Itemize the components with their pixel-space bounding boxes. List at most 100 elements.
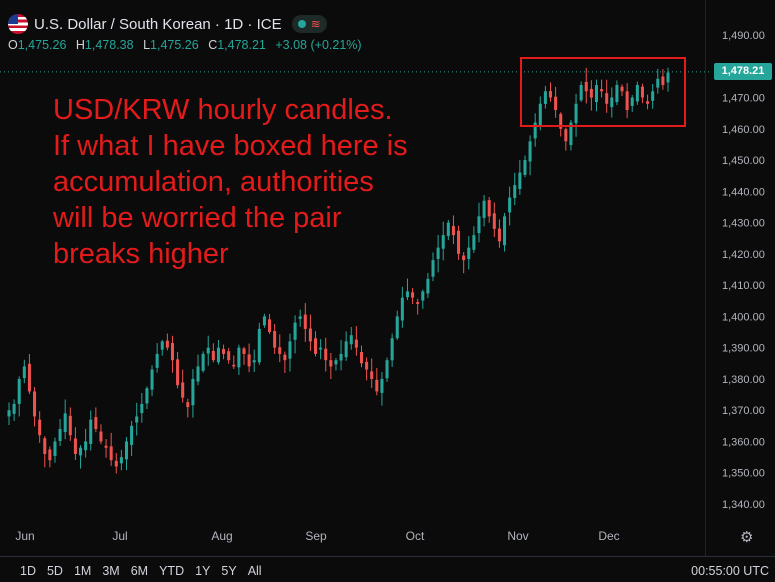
candle-body xyxy=(94,417,98,429)
candle-body xyxy=(319,347,323,350)
candle-body xyxy=(288,341,292,359)
candle-body xyxy=(89,419,93,444)
close-label: C xyxy=(208,38,218,52)
market-open-dot-icon xyxy=(297,20,306,28)
candle-body xyxy=(38,419,42,436)
candle-body xyxy=(58,428,62,441)
candle-body xyxy=(554,96,558,111)
range-5d[interactable]: 5D xyxy=(46,564,63,578)
y-tick-label: 1,390.00 xyxy=(722,343,765,355)
candle-body xyxy=(7,410,11,417)
x-tick-label: Sep xyxy=(305,529,327,543)
candle-body xyxy=(503,216,507,246)
candle-body xyxy=(53,441,57,456)
range-1y[interactable]: 1Y xyxy=(195,564,211,578)
candle-body xyxy=(569,122,573,146)
candle-body xyxy=(262,316,266,326)
us-flag-icon xyxy=(8,14,28,34)
candle-body xyxy=(656,78,660,88)
candle-body xyxy=(497,228,501,242)
candle-body xyxy=(78,447,83,456)
candle-body xyxy=(564,129,568,142)
candle-body xyxy=(155,353,159,368)
candle-body xyxy=(150,369,154,390)
candle-body xyxy=(395,316,399,339)
candle-body xyxy=(303,314,307,329)
candle-body xyxy=(472,235,476,250)
candle-body xyxy=(492,213,496,229)
utc-clock[interactable]: 00:55:00 UTC xyxy=(691,564,769,578)
candle-body xyxy=(114,460,118,467)
candle-body xyxy=(268,319,272,333)
candle-body xyxy=(130,425,134,445)
candle-body xyxy=(191,378,195,406)
candle-body xyxy=(584,81,588,92)
candle-body xyxy=(293,322,297,340)
candle-body xyxy=(196,366,200,382)
candle-body xyxy=(247,354,251,367)
candle-body xyxy=(73,438,77,454)
candle-body xyxy=(405,291,409,298)
candle-body xyxy=(548,91,553,98)
annotation-line: accumulation, authorities xyxy=(53,166,374,198)
y-tick-label: 1,350.00 xyxy=(722,468,765,480)
candle-body xyxy=(339,353,343,361)
high-value: 1,478.38 xyxy=(84,38,134,52)
annotation-line: breaks higher xyxy=(53,238,229,270)
candle-body xyxy=(467,247,471,260)
candle-body xyxy=(222,349,226,354)
candle-body xyxy=(227,351,231,361)
range-3m[interactable]: 3M xyxy=(102,564,120,578)
x-tick-label: Dec xyxy=(598,529,619,543)
last-price-tag: 1,478.21 xyxy=(714,63,772,80)
candle-body xyxy=(216,347,220,363)
market-status-pill[interactable]: ≋ xyxy=(291,15,327,33)
candle-body xyxy=(27,363,31,392)
range-5y[interactable]: 5Y xyxy=(221,564,237,578)
candle-body xyxy=(605,93,609,104)
candle-body xyxy=(17,378,21,404)
range-1d[interactable]: 1D xyxy=(20,564,36,578)
candle-body xyxy=(22,366,26,379)
close-value: 1,478.21 xyxy=(217,38,266,52)
candle-body xyxy=(349,335,353,345)
range-ytd[interactable]: YTD xyxy=(159,564,185,578)
candle-body xyxy=(273,331,277,348)
candle-body xyxy=(201,353,205,371)
range-all[interactable]: All xyxy=(247,564,262,578)
y-tick-label: 1,420.00 xyxy=(722,249,765,261)
candle-body xyxy=(237,347,241,368)
candle-body xyxy=(68,415,72,436)
candle-body xyxy=(416,302,420,304)
candle-body xyxy=(518,172,522,189)
candle-body xyxy=(176,359,180,386)
candle-body xyxy=(421,291,425,301)
symbol-header[interactable]: U.S. Dollar / South Korean · 1D · ICE ≋ xyxy=(8,14,327,34)
annotation-text: USD/KRW hourly candles. If what I have b… xyxy=(53,92,408,272)
candle-body xyxy=(446,222,450,236)
gear-icon[interactable]: ⚙ xyxy=(740,529,754,546)
candle-body xyxy=(666,72,670,83)
price-chart[interactable]: 1,490.001,480.001,470.001,460.001,450.00… xyxy=(0,0,775,556)
candle-body xyxy=(242,348,246,354)
range-1m[interactable]: 1M xyxy=(73,564,92,578)
candle-body xyxy=(206,347,210,354)
range-6m[interactable]: 6M xyxy=(130,564,149,578)
candle-body xyxy=(43,438,47,454)
candle-body xyxy=(589,88,593,98)
candle-body xyxy=(523,160,527,175)
candle-body xyxy=(124,441,129,460)
candle-body xyxy=(48,449,52,461)
x-tick-label: Nov xyxy=(507,529,528,543)
candle-body xyxy=(661,76,665,86)
candle-body xyxy=(533,122,537,139)
y-tick-label: 1,490.00 xyxy=(722,30,765,42)
candle-body xyxy=(538,103,542,127)
candle-body xyxy=(104,445,108,448)
annotation-line: USD/KRW hourly candles. xyxy=(53,94,393,126)
candle-body xyxy=(462,255,466,261)
candle-body xyxy=(99,431,103,442)
change-value: +3.08 (+0.21%) xyxy=(275,38,362,52)
candle-body xyxy=(431,260,435,277)
candle-body xyxy=(457,230,461,254)
